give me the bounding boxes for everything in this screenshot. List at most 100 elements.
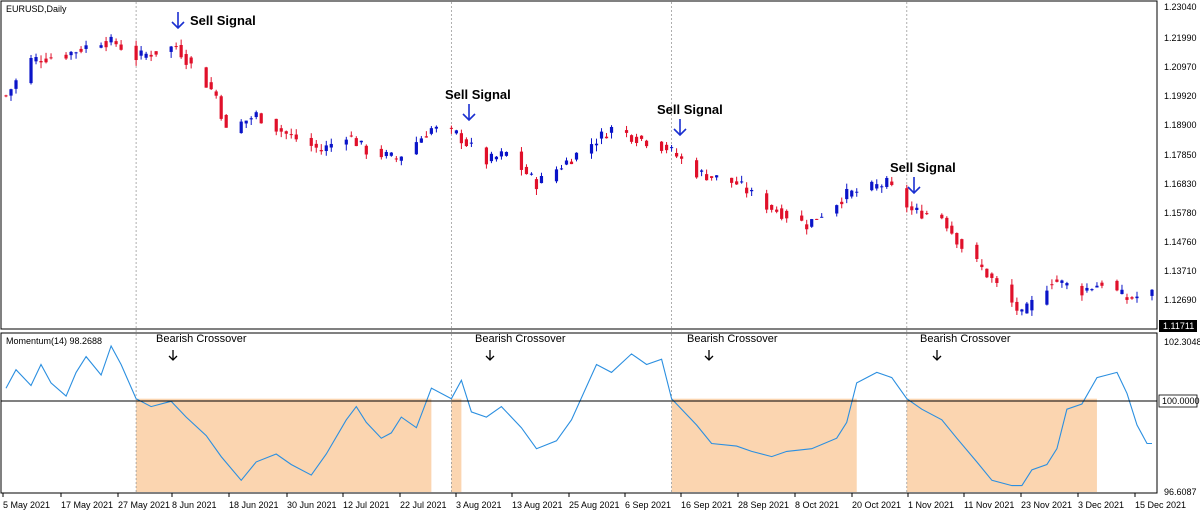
candle-body bbox=[569, 161, 574, 165]
candle bbox=[735, 176, 739, 185]
time-tick-label: 17 May 2021 bbox=[61, 500, 113, 510]
candle-body bbox=[219, 96, 223, 119]
time-tick-label: 8 Oct 2021 bbox=[795, 500, 839, 510]
candle-body bbox=[750, 189, 754, 192]
candle bbox=[564, 157, 569, 166]
candle bbox=[344, 136, 348, 151]
candle-body bbox=[294, 134, 298, 140]
candle bbox=[765, 189, 769, 214]
candle bbox=[1055, 275, 1059, 283]
candle-body bbox=[820, 216, 824, 218]
candle bbox=[354, 136, 358, 147]
candle-body bbox=[710, 176, 714, 178]
candle-body bbox=[494, 156, 499, 160]
candle-body bbox=[674, 152, 679, 157]
candle-body bbox=[184, 54, 188, 65]
candle-body bbox=[149, 54, 153, 57]
candle-body bbox=[875, 184, 879, 189]
candle bbox=[464, 137, 469, 147]
candle-body bbox=[364, 145, 368, 155]
candle bbox=[484, 146, 489, 169]
candle bbox=[890, 176, 894, 187]
candle bbox=[810, 218, 814, 228]
candle bbox=[1020, 308, 1024, 316]
candle-body bbox=[850, 190, 854, 197]
candle-body bbox=[144, 53, 148, 58]
candle bbox=[1060, 279, 1064, 288]
candle-body bbox=[529, 173, 534, 175]
candle-body bbox=[389, 152, 393, 156]
candle bbox=[1015, 297, 1019, 315]
bearish-region-shade bbox=[671, 398, 857, 492]
candle-body bbox=[940, 214, 944, 219]
candle bbox=[239, 119, 243, 134]
candle-body bbox=[1025, 303, 1029, 314]
momentum-tick: 100.0000 bbox=[1162, 396, 1200, 406]
candlesticks bbox=[4, 34, 1154, 316]
candle bbox=[835, 204, 839, 217]
candle-body bbox=[775, 209, 779, 212]
candle-body bbox=[845, 188, 849, 200]
sell-signal-1: Sell Signal bbox=[171, 12, 256, 30]
symbol-label: EURUSD,Daily bbox=[6, 4, 67, 14]
candle-body bbox=[104, 41, 108, 48]
momentum-panel-frame bbox=[0, 332, 1158, 494]
candle bbox=[204, 66, 208, 88]
candle bbox=[775, 206, 779, 214]
price-axis: 1.23040 1.21990 1.20970 1.19920 1.18900 … bbox=[1159, 2, 1197, 332]
candle bbox=[534, 177, 539, 195]
candle-body bbox=[1150, 289, 1154, 296]
candle-body bbox=[840, 201, 844, 205]
time-tick-label: 3 Aug 2021 bbox=[456, 500, 502, 510]
candle bbox=[434, 125, 438, 133]
candle bbox=[494, 156, 499, 162]
time-tick-label: 27 May 2021 bbox=[118, 500, 170, 510]
price-tick: 1.13710 bbox=[1164, 266, 1197, 276]
candle bbox=[424, 131, 428, 138]
time-tick-label: 15 Dec 2021 bbox=[1135, 500, 1186, 510]
candle bbox=[114, 38, 118, 47]
candle bbox=[34, 53, 38, 65]
candle-body bbox=[539, 175, 544, 184]
candle-body bbox=[74, 52, 78, 54]
candle bbox=[499, 148, 504, 160]
candle bbox=[945, 216, 949, 232]
candle-body bbox=[1065, 283, 1069, 286]
candle-body bbox=[424, 136, 428, 138]
candle-body bbox=[459, 133, 463, 144]
candle-body bbox=[1015, 301, 1019, 311]
candle-body bbox=[695, 160, 699, 178]
time-tick-label: 16 Sep 2021 bbox=[681, 500, 732, 510]
bearish-crossover-2: Bearish Crossover bbox=[475, 333, 566, 361]
candle-body bbox=[379, 148, 383, 158]
candle-body bbox=[740, 181, 744, 183]
signal-vertical-lines bbox=[135, 2, 908, 493]
candle bbox=[915, 203, 919, 214]
bearish-region-shade bbox=[906, 398, 1097, 492]
time-axis: 5 May 2021 17 May 2021 27 May 2021 8 Jun 20… bbox=[2, 493, 1186, 510]
time-tick-label: 8 Jun 2021 bbox=[172, 500, 217, 510]
price-tick: 1.18900 bbox=[1164, 120, 1197, 130]
candle-body bbox=[69, 51, 73, 56]
candle-body bbox=[554, 169, 559, 182]
candle-body bbox=[14, 80, 18, 89]
candle-body bbox=[1030, 299, 1034, 311]
candle bbox=[109, 34, 113, 46]
candle bbox=[224, 114, 228, 128]
time-tick-label: 11 Nov 2021 bbox=[964, 500, 1014, 510]
candle bbox=[69, 50, 73, 60]
time-tick-label: 13 Aug 2021 bbox=[512, 500, 563, 510]
candle-body bbox=[985, 268, 989, 278]
candle-body bbox=[139, 50, 143, 56]
candle bbox=[389, 152, 393, 157]
candle-body bbox=[960, 239, 964, 249]
candle bbox=[905, 184, 909, 213]
candle-body bbox=[730, 177, 734, 183]
sell-signal-4: Sell Signal bbox=[890, 160, 956, 195]
candle-body bbox=[559, 168, 564, 170]
price-tick: 1.15780 bbox=[1164, 208, 1197, 218]
candle bbox=[1135, 291, 1139, 303]
candle bbox=[399, 156, 403, 166]
candle bbox=[1125, 293, 1129, 304]
